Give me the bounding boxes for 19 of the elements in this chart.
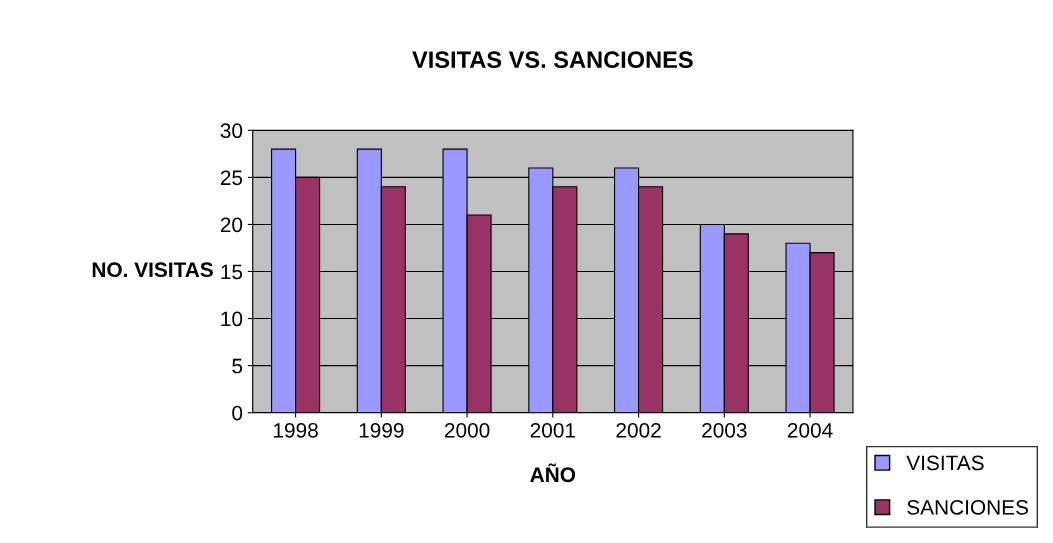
x-tick-label: 1999 xyxy=(359,422,404,438)
y-axis-title: NO. VISITAS xyxy=(92,262,213,278)
x-tick-label: 2000 xyxy=(444,422,490,438)
y-tick-label: 25 xyxy=(220,170,243,186)
x-tick-label: 2003 xyxy=(702,422,747,438)
y-tick-label: 5 xyxy=(232,358,243,374)
x-tick-label: 2002 xyxy=(616,422,661,438)
x-axis-title: AÑO xyxy=(530,463,576,483)
legend-label: SANCIONES xyxy=(907,499,1029,515)
y-tick-label: 10 xyxy=(221,311,243,327)
x-tick-label: 2004 xyxy=(787,422,833,438)
y-tick-label: 20 xyxy=(220,217,243,233)
y-tick-label: 0 xyxy=(232,405,243,421)
legend-label: VISITAS xyxy=(906,455,984,471)
y-tick-label: 15 xyxy=(221,264,243,280)
x-tick-label: 2001 xyxy=(530,422,575,438)
chart-title: VISITAS VS. SANCIONES xyxy=(412,51,693,69)
y-tick-label: 30 xyxy=(220,123,243,139)
x-tick-label: 1998 xyxy=(274,422,318,438)
